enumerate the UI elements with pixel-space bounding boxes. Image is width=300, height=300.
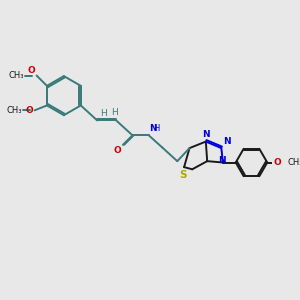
Text: N: N [202, 130, 210, 139]
Text: N: N [218, 156, 226, 165]
Text: CH₃: CH₃ [288, 158, 300, 167]
Text: N: N [223, 137, 231, 146]
Text: H: H [153, 124, 160, 133]
Text: N: N [149, 124, 157, 133]
Text: O: O [274, 158, 281, 167]
Text: H: H [100, 109, 106, 118]
Text: CH₃: CH₃ [9, 71, 24, 80]
Text: CH₃: CH₃ [7, 106, 22, 115]
Text: O: O [114, 146, 122, 155]
Text: O: O [26, 106, 34, 115]
Text: S: S [179, 170, 187, 180]
Text: O: O [28, 66, 35, 75]
Text: H: H [111, 108, 118, 117]
